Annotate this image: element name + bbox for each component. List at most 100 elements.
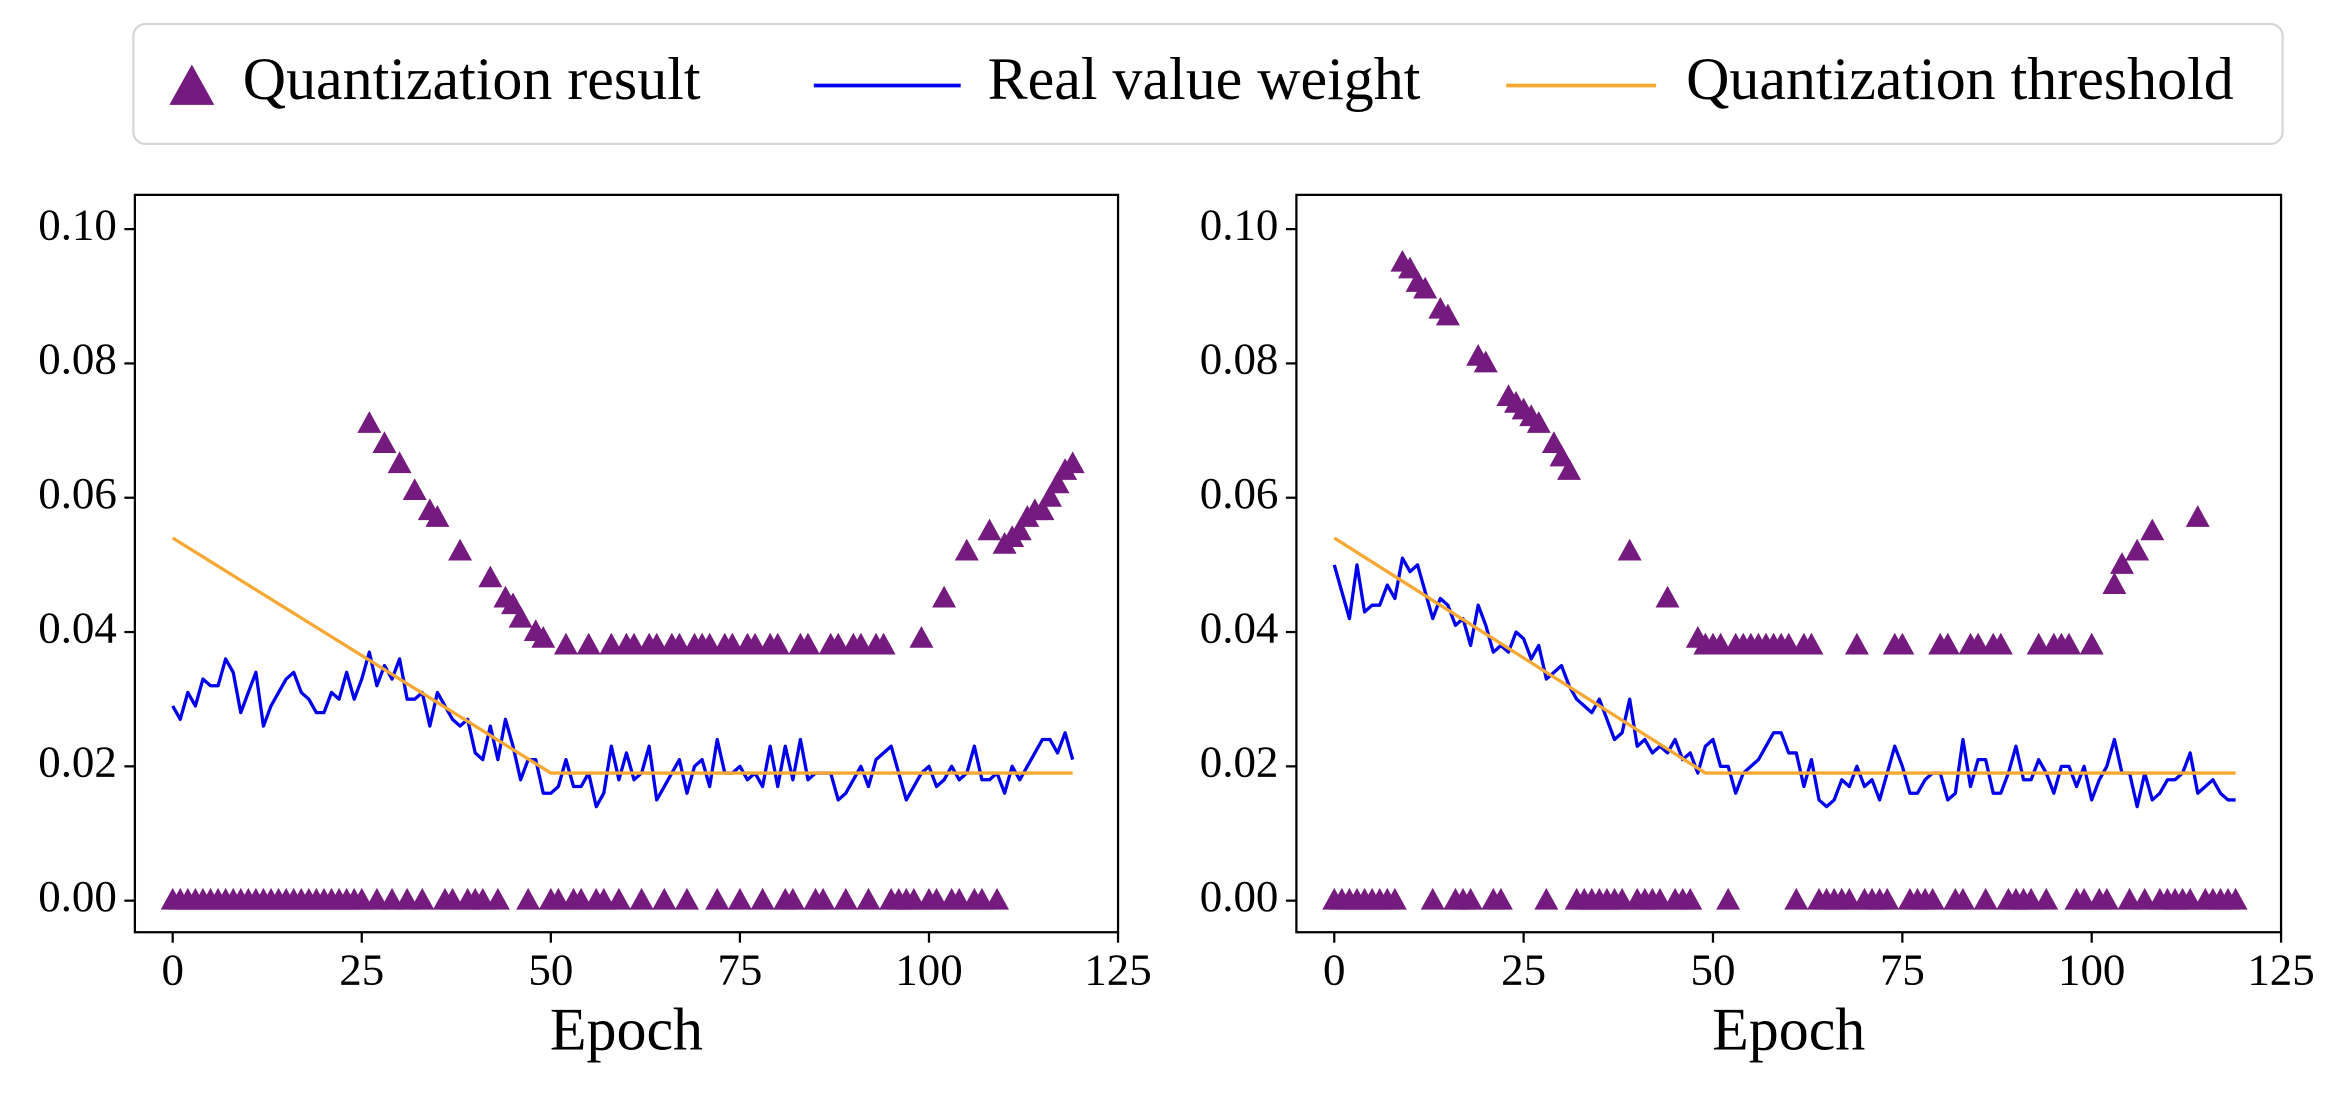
triangle-marker (591, 887, 616, 910)
triangle-marker (2079, 632, 2104, 655)
triangle-marker (440, 887, 465, 910)
axes-frame (133, 193, 1120, 934)
triangle-marker (1045, 471, 1070, 494)
triangle-marker (2178, 887, 2203, 910)
x-tick-label: 25 (1501, 945, 1546, 995)
x-tick-label: 50 (1691, 945, 1736, 995)
triangle-marker (1678, 887, 1703, 910)
y-tick-label: 0.10 (1200, 199, 1279, 249)
triangle-marker (2132, 887, 2157, 910)
triangle-marker (644, 632, 669, 655)
x-tick-label: 75 (1880, 945, 1925, 995)
triangle-marker (924, 887, 949, 910)
triangle-marker (1920, 887, 1945, 910)
triangle-marker (1966, 632, 1991, 655)
triangle-marker (516, 887, 541, 910)
triangle-marker (1716, 887, 1741, 910)
triangle-marker (402, 478, 427, 501)
triangle-marker (1988, 632, 2013, 655)
triangle-marker (969, 887, 994, 910)
triangle-marker (667, 632, 692, 655)
legend-label: Quantization threshold (1686, 46, 2234, 112)
triangle-marker (1060, 451, 1085, 474)
triangle-marker (622, 632, 647, 655)
triangle-marker (1007, 518, 1032, 541)
triangle-marker (1950, 887, 1975, 910)
triangle-marker (357, 411, 382, 433)
triangle-marker (2117, 887, 2142, 910)
triangle-marker (947, 887, 972, 910)
triangle-marker (1382, 887, 1407, 910)
y-tick-label: 0.00 (38, 871, 117, 921)
triangle-marker (553, 632, 578, 655)
triangle-marker (470, 887, 495, 910)
x-tick-label: 75 (717, 945, 762, 995)
series-line (1333, 536, 2236, 775)
triangle-marker (1655, 585, 1680, 608)
triangle-marker (1534, 887, 1559, 910)
triangle-marker (1647, 887, 1672, 910)
x-tick-label: 25 (339, 945, 384, 995)
y-tick-label: 0.10 (38, 199, 117, 249)
triangle-marker (1420, 887, 1445, 910)
triangle-marker (2019, 887, 2044, 910)
triangle-marker (743, 632, 768, 655)
axes-frame (1295, 193, 2283, 934)
triangle-marker (1799, 632, 1824, 655)
x-tick-label: 100 (895, 945, 962, 995)
triangle-marker (1473, 350, 1498, 373)
triangle-marker (1935, 632, 1960, 655)
series-line (171, 650, 1075, 809)
triangle-marker (576, 632, 601, 655)
triangle-marker (1488, 887, 1513, 910)
triangle-marker (349, 887, 374, 910)
legend-label: Real value weight (988, 46, 1421, 112)
triangle-marker (765, 632, 790, 655)
triangle-marker (826, 632, 851, 655)
triangle-marker (2223, 887, 2248, 910)
x-tick-label: 0 (161, 945, 183, 995)
y-tick-label: 0.02 (1200, 737, 1279, 787)
y-tick-label: 0.06 (1200, 468, 1279, 518)
triangle-marker (901, 887, 926, 910)
triangle-marker (2034, 887, 2059, 910)
triangle-marker (1610, 887, 1635, 910)
triangle-marker (795, 632, 820, 655)
triangle-marker (1617, 538, 1642, 561)
triangle-marker (871, 632, 896, 655)
triangle-marker (848, 632, 873, 655)
y-tick-label: 0.04 (1200, 602, 1279, 652)
triangle-marker (1837, 887, 1862, 910)
triangle-marker (485, 887, 510, 910)
triangle-marker (410, 887, 435, 910)
triangle-marker (2056, 632, 2081, 655)
series-line (171, 536, 1073, 775)
triangle-marker (977, 518, 1002, 541)
triangle-marker (705, 887, 730, 910)
triangle-marker (720, 632, 745, 655)
triangle-marker (531, 626, 556, 648)
triangle-marker (629, 887, 654, 910)
triangle-marker (833, 887, 858, 910)
triangle-marker (387, 451, 412, 474)
y-tick-label: 0.02 (38, 737, 117, 787)
triangle-marker (811, 887, 836, 910)
x-tick-label: 50 (528, 945, 573, 995)
legend-label: Quantization result (243, 46, 701, 112)
triangle-marker (478, 565, 503, 588)
triangle-marker (599, 632, 624, 655)
triangle-marker (2072, 887, 2097, 910)
triangle-marker (448, 538, 473, 561)
x-tick-label: 0 (1323, 945, 1345, 995)
triangle-marker (1037, 484, 1062, 507)
triangle-marker (372, 431, 397, 453)
triangle-marker (909, 626, 934, 648)
triangle-marker (1890, 632, 1915, 655)
triangle-marker (1458, 887, 1483, 910)
y-tick-label: 0.08 (38, 334, 117, 384)
legend-box (132, 22, 2284, 146)
triangle-marker (780, 887, 805, 910)
triangle-marker (1844, 632, 1869, 655)
